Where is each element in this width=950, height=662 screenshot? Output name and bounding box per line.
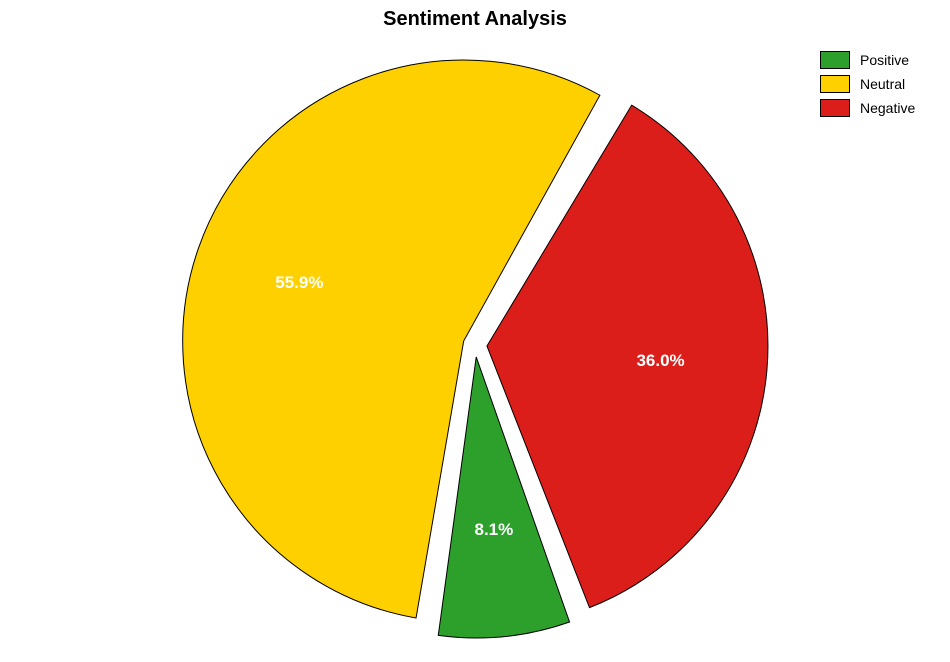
chart-title: Sentiment Analysis — [0, 8, 950, 31]
legend-label-negative: Negative — [860, 100, 915, 116]
legend-item-negative: Negative — [820, 96, 915, 120]
slice-label-positive: 8.1% — [475, 520, 514, 540]
legend-item-positive: Positive — [820, 48, 915, 72]
legend-item-neutral: Neutral — [820, 72, 915, 96]
legend-label-positive: Positive — [860, 52, 909, 68]
legend-label-neutral: Neutral — [860, 76, 905, 92]
slice-label-neutral: 55.9% — [275, 273, 323, 293]
pie-chart-container: Sentiment Analysis Positive Neutral Negati… — [0, 0, 950, 662]
slice-label-negative: 36.0% — [636, 351, 684, 371]
pie-chart — [178, 48, 772, 642]
legend-swatch-neutral — [820, 75, 850, 93]
legend-swatch-negative — [820, 99, 850, 117]
legend: Positive Neutral Negative — [820, 48, 915, 120]
legend-swatch-positive — [820, 51, 850, 69]
